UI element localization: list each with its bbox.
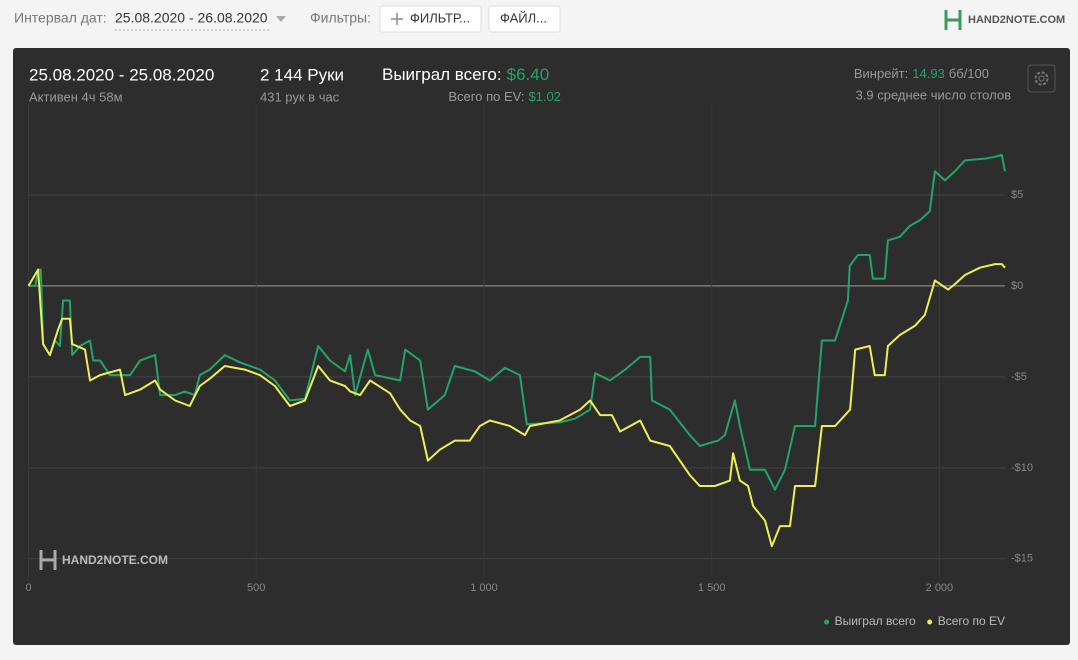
logo-icon <box>944 10 962 30</box>
plot: $5 $0 -$5 -$10 -$15 0 500 1 000 1 500 2 000 Всего … <box>25 104 1033 628</box>
y-tick-label: -$15 <box>1011 553 1033 565</box>
x-tick-label: 2 000 <box>926 582 954 594</box>
y-tick-label: -$10 <box>1011 462 1033 474</box>
x-tick-label: 500 <box>247 582 265 594</box>
series-line <box>27 263 1006 548</box>
legend-marker <box>927 619 933 625</box>
legend-label: Всего по EV <box>938 614 1005 628</box>
won-label: Выиграл всего: <box>382 65 502 84</box>
y-tick-label: $0 <box>1011 280 1023 292</box>
won-total: Выиграл всего: $6.40 <box>382 65 549 84</box>
gear-icon <box>1034 71 1049 86</box>
date-range: 25.08.2020 - 25.08.2020 <box>29 65 214 84</box>
ev-value: $1.02 <box>528 89 561 104</box>
settings-button[interactable] <box>1027 64 1056 93</box>
active-time: Активен 4ч 58м <box>29 89 123 104</box>
winrate-unit: бб/100 <box>949 66 989 81</box>
ev-label: Всего по EV: <box>448 89 524 104</box>
winrate-value: 14.93 <box>912 66 945 81</box>
y-tick-label: $5 <box>1011 189 1023 201</box>
file-button[interactable] <box>488 5 561 33</box>
hands-per-hour: 431 рук в час <box>260 89 340 104</box>
x-tick-label: 1 500 <box>698 582 726 594</box>
won-value: $6.40 <box>507 65 550 84</box>
date-picker[interactable]: 25.08.2020 - 26.08.2020 <box>115 10 268 26</box>
filter-button-label[interactable]: ФИЛЬТР... <box>410 10 470 25</box>
plus-icon <box>391 13 403 25</box>
date-label: Интервал дат: <box>14 10 107 26</box>
panel <box>13 48 1070 645</box>
watermark-icon <box>39 550 57 570</box>
gear-hole <box>1038 75 1045 82</box>
dropdown-arrow[interactable] <box>276 16 286 22</box>
file-button-label[interactable]: ФАЙЛ... <box>500 10 547 25</box>
legend-marker <box>824 619 830 625</box>
watermark: HAND2NOTE.COM <box>62 553 168 567</box>
filters-label: Фильтры: <box>310 10 371 26</box>
winrate: Винрейт: 14.93 бб/100 <box>854 66 989 81</box>
avg-tables: 3.9 среднее число столов <box>856 87 1012 102</box>
x-tick-label: 0 <box>25 582 31 594</box>
hands: 2 144 Руки <box>260 65 344 84</box>
ev-total: Всего по EV: $1.02 <box>448 89 561 104</box>
x-tick-label: 1 000 <box>470 582 498 594</box>
logo[interactable]: HAND2NOTE.COM <box>968 14 1065 26</box>
winrate-label: Винрейт: <box>854 66 908 81</box>
series-line <box>28 153 1006 491</box>
y-tick-label: -$5 <box>1011 371 1027 383</box>
legend-label: Выиграл всего <box>835 614 916 628</box>
filter-button[interactable] <box>379 5 482 33</box>
